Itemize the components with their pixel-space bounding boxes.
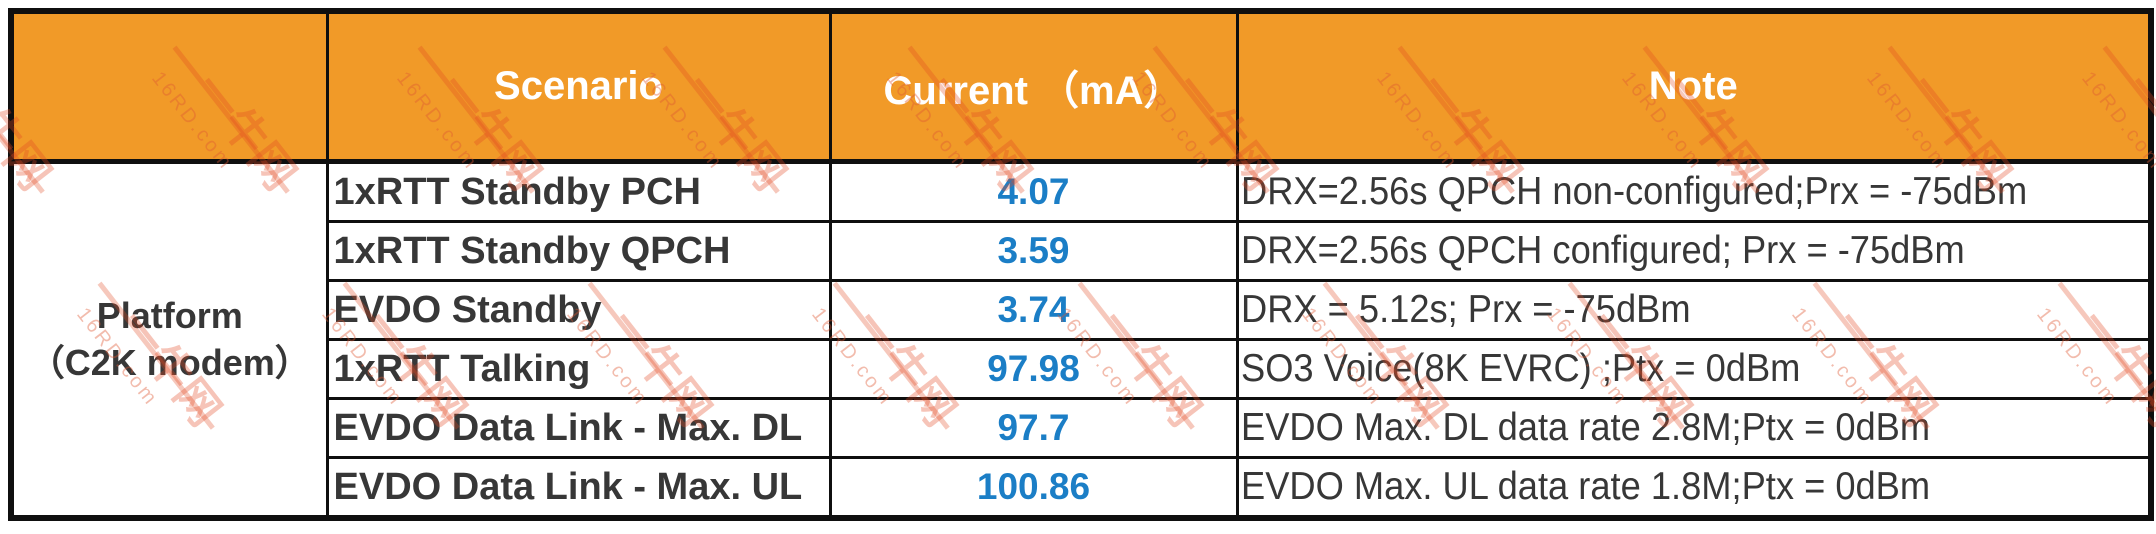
platform-label-line2: （C2K modem） xyxy=(28,341,311,383)
table-row: EVDO Data Link - Max. DL 97.7 EVDO Max. … xyxy=(11,397,2153,459)
current-cell: 3.59 xyxy=(828,220,1239,282)
note-text: DRX=2.56s QPCH non-configured;Prx = -75d… xyxy=(1240,170,2027,213)
table-row: 1xRTT Standby QPCH 3.59 DRX=2.56s QPCH c… xyxy=(11,220,2153,282)
header-platform xyxy=(9,9,329,164)
power-consumption-table: Scenario Current （mA） Note Platform （C2K… xyxy=(8,8,2154,521)
table-row: EVDO Data Link - Max. UL 100.86 EVDO Max… xyxy=(11,456,2153,520)
note-cell: DRX = 5.12s; Prx = -75dBm xyxy=(1235,279,2153,341)
scenario-cell: EVDO Standby xyxy=(325,279,832,341)
note-text: SO3 Voice(8K EVRC) ;Ptx = 0dBm xyxy=(1240,347,1800,390)
platform-cell: Platform （C2K modem） xyxy=(9,160,329,520)
scenario-cell: EVDO Data Link - Max. DL xyxy=(325,397,832,459)
scenario-cell: 1xRTT Standby PCH xyxy=(325,160,832,223)
note-text: DRX=2.56s QPCH configured; Prx = -75dBm xyxy=(1240,229,1965,272)
current-cell: 4.07 xyxy=(828,160,1239,223)
header-current: Current （mA） xyxy=(828,9,1239,164)
note-text: EVDO Max. UL data rate 1.8M;Ptx = 0dBm xyxy=(1240,465,1930,508)
table-header-row: Scenario Current （mA） Note xyxy=(9,9,2153,164)
table-row: EVDO Standby 3.74 DRX = 5.12s; Prx = -75… xyxy=(11,279,2153,341)
current-cell: 100.86 xyxy=(828,456,1239,520)
note-cell: EVDO Max. DL data rate 2.8M;Ptx = 0dBm xyxy=(1235,397,2153,459)
note-cell: SO3 Voice(8K EVRC) ;Ptx = 0dBm xyxy=(1235,338,2153,400)
scenario-cell: EVDO Data Link - Max. UL xyxy=(325,456,832,520)
note-text: DRX = 5.12s; Prx = -75dBm xyxy=(1240,288,1691,331)
header-note: Note xyxy=(1235,9,2153,164)
table-row: Platform （C2K modem） 1xRTT Standby PCH 4… xyxy=(9,160,2153,520)
note-cell: DRX=2.56s QPCH configured; Prx = -75dBm xyxy=(1235,220,2153,282)
table-row: 1xRTT Talking 97.98 SO3 Voice(8K EVRC) ;… xyxy=(11,338,2153,400)
current-cell: 97.98 xyxy=(828,338,1239,400)
note-text: EVDO Max. DL data rate 2.8M;Ptx = 0dBm xyxy=(1240,406,1930,449)
scenario-cell: 1xRTT Standby QPCH xyxy=(325,220,832,282)
note-cell: DRX=2.56s QPCH non-configured;Prx = -75d… xyxy=(1235,160,2153,223)
scenario-cell: 1xRTT Talking xyxy=(325,338,832,400)
platform-label-line1: Platform xyxy=(96,294,243,336)
note-cell: EVDO Max. UL data rate 1.8M;Ptx = 0dBm xyxy=(1235,456,2153,520)
header-scenario: Scenario xyxy=(325,9,832,164)
current-cell: 3.74 xyxy=(828,279,1239,341)
current-cell: 97.7 xyxy=(828,397,1239,459)
